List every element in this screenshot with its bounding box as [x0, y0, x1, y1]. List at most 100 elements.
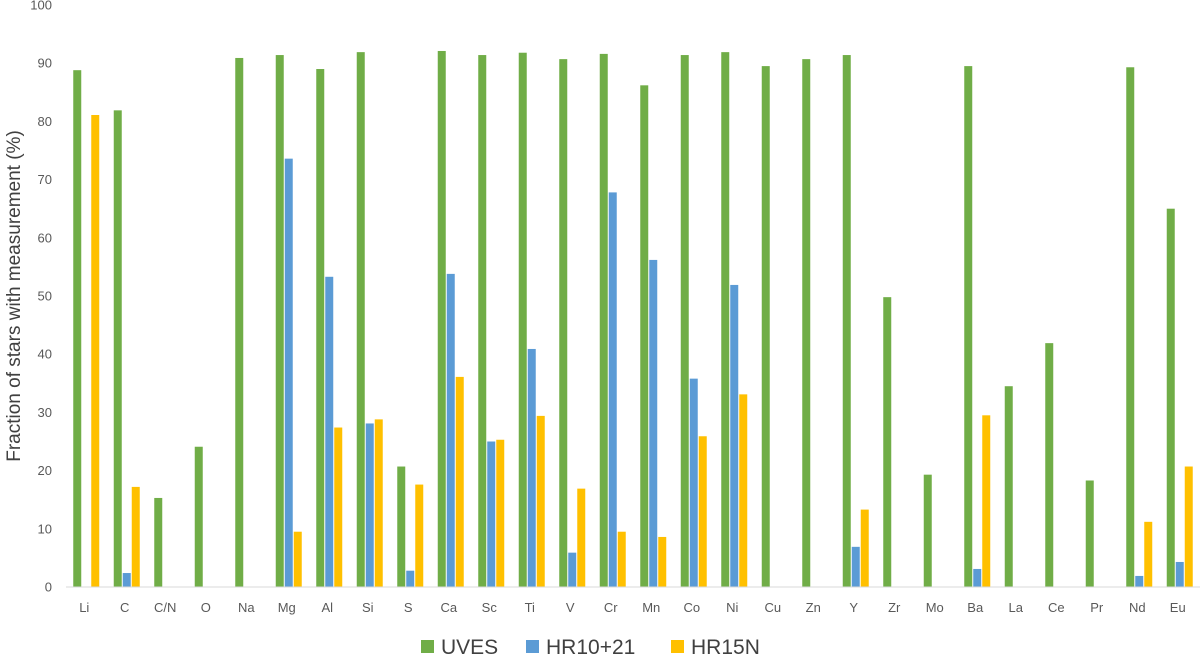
legend-label-uves: UVES [441, 636, 498, 656]
x-tick-label: C [120, 600, 129, 615]
bar-hr10-21-eu [1175, 561, 1184, 587]
bar-hr10-21-co [689, 378, 698, 587]
bar-hr10-21-s [406, 570, 415, 587]
bar-hr10-21-y [851, 546, 860, 587]
x-axis-ticks: Li C C/N O Na Mg Al Si S Ca Sc Ti V Cr Mn Co Ni Cu Zn Y Zr Mo… [79, 600, 1186, 615]
bar-hr15n-li [91, 115, 100, 587]
bar-hr10-21-ti [527, 348, 536, 587]
bar-hr15n-y [860, 509, 869, 587]
x-tick-label: Mn [642, 600, 660, 615]
x-tick-label: Cu [764, 600, 781, 615]
bar-uves-cr [599, 53, 608, 587]
bars-layer [73, 50, 1193, 588]
y-tick-label: 70 [38, 172, 52, 187]
x-tick-label: O [201, 600, 211, 615]
bar-hr10-21-sc [487, 441, 496, 587]
bar-hr15n-mn [658, 536, 667, 587]
bar-uves-co [680, 55, 689, 588]
bar-uves-pr [1085, 480, 1094, 587]
bar-hr10-21-al [325, 276, 334, 587]
bar-hr15n-al [334, 427, 343, 587]
y-tick-label: 50 [38, 289, 52, 304]
x-tick-label: Al [321, 600, 333, 615]
bar-uves-s [397, 466, 406, 587]
bar-hr15n-cr [617, 531, 626, 587]
bar-hr15n-ti [536, 415, 545, 587]
y-axis-ticks: 0 10 20 30 40 50 60 70 80 90 100 [30, 0, 52, 595]
x-tick-label: Co [683, 600, 700, 615]
x-tick-label: Zn [806, 600, 821, 615]
x-tick-label: Cr [604, 600, 618, 615]
bar-uves-ni [721, 52, 730, 587]
x-tick-label: Mg [278, 600, 296, 615]
bar-hr10-21-ba [973, 568, 982, 587]
bar-hr10-21-nd [1135, 575, 1144, 587]
bar-hr15n-co [698, 436, 707, 587]
bar-hr10-21-mg [284, 158, 293, 587]
bar-uves-c [113, 110, 122, 587]
bar-uves-al [316, 69, 325, 587]
legend-swatch-uves [421, 640, 434, 653]
bar-uves-ca [437, 50, 446, 588]
bar-hr15n-ca [455, 376, 464, 587]
y-tick-label: 20 [38, 463, 52, 478]
legend-swatch-hr10-21 [526, 640, 539, 653]
bar-uves-cu [761, 66, 770, 588]
bar-uves-ba [964, 66, 973, 588]
x-tick-label: Si [362, 600, 374, 615]
bar-uves-eu [1166, 208, 1175, 587]
bar-uves-li [73, 70, 82, 588]
bar-uves-y [842, 55, 851, 588]
bar-hr10-21-si [365, 423, 374, 587]
bar-uves-ce [1045, 343, 1054, 587]
legend-label-hr10-21: HR10+21 [546, 636, 635, 656]
bar-hr15n-ba [982, 415, 991, 587]
x-tick-label: C/N [154, 600, 176, 615]
bar-hr15n-s [415, 484, 424, 587]
bar-hr15n-mg [293, 531, 302, 587]
legend: UVES HR10+21 HR15N [421, 636, 760, 656]
bar-uves-zr [883, 297, 892, 587]
y-tick-label: 10 [38, 521, 52, 536]
bar-hr15n-v [577, 488, 586, 587]
bar-hr10-21-mn [649, 259, 658, 587]
bar-hr15n-c [131, 486, 140, 587]
y-tick-label: 90 [38, 56, 52, 71]
x-tick-label: Ti [525, 600, 535, 615]
bar-uves-o [194, 446, 203, 587]
x-tick-label: Ni [726, 600, 738, 615]
bar-hr10-21-cr [608, 192, 617, 587]
x-tick-label: Nd [1129, 600, 1146, 615]
bar-uves-zn [802, 59, 811, 587]
bar-hr10-21-c [122, 573, 131, 587]
x-tick-label: S [404, 600, 413, 615]
x-tick-label: La [1009, 600, 1024, 615]
bar-uves-sc [478, 55, 487, 588]
bar-hr15n-eu [1184, 466, 1193, 587]
bar-hr10-21-ni [730, 284, 739, 587]
bar-uves-mg [275, 55, 284, 588]
x-tick-label: Ba [967, 600, 984, 615]
y-tick-label: 30 [38, 405, 52, 420]
x-tick-label: Li [79, 600, 89, 615]
bar-hr15n-sc [496, 439, 505, 587]
bar-uves-la [1004, 386, 1013, 587]
y-tick-label: 80 [38, 114, 52, 129]
legend-swatch-hr15n [671, 640, 684, 653]
bar-hr15n-si [374, 419, 383, 587]
y-tick-label: 40 [38, 347, 52, 362]
bar-uves-mn [640, 85, 649, 587]
bar-uves-nd [1126, 67, 1135, 587]
x-tick-label: Zr [888, 600, 901, 615]
bar-uves-na [235, 57, 244, 587]
y-axis-label: Fraction of stars with measurement (%) [4, 130, 25, 462]
bar-uves-v [559, 59, 568, 587]
x-tick-label: V [566, 600, 575, 615]
y-tick-label: 60 [38, 230, 52, 245]
bar-uves-ti [518, 52, 527, 588]
x-tick-label: Mo [926, 600, 944, 615]
x-tick-label: Ca [440, 600, 457, 615]
bar-uves-mo [923, 474, 932, 587]
x-tick-label: Ce [1048, 600, 1065, 615]
